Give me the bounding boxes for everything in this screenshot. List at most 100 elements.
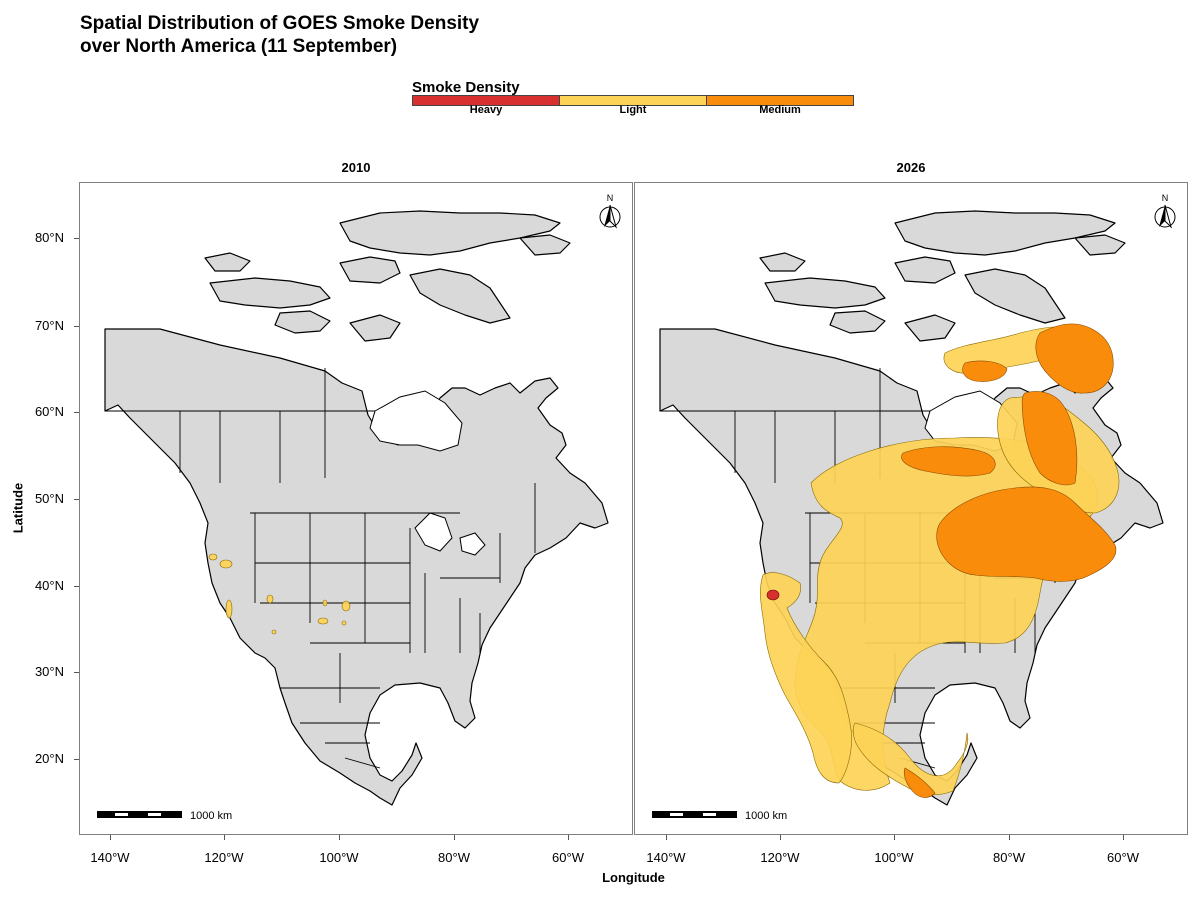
smoke-region-medium-east	[936, 486, 1117, 582]
arctic-island-shape	[519, 234, 571, 256]
arctic-island-shape	[759, 252, 806, 272]
legend-title: Smoke Density	[412, 79, 520, 96]
y-tick-mark	[74, 586, 79, 587]
smoke-region-medium-mexico	[903, 767, 936, 798]
x-tick-mark	[110, 835, 111, 840]
y-tick-label: 80°N	[34, 230, 64, 245]
x-tick-mark	[339, 835, 340, 840]
arctic-island-shape	[904, 314, 956, 342]
water-body	[369, 390, 463, 452]
scale-bar: 1000 km	[97, 810, 232, 822]
arctic-island-shape	[894, 256, 956, 284]
x-tick-mark	[568, 835, 569, 840]
y-tick-label: 20°N	[34, 751, 64, 766]
x-tick-mark	[780, 835, 781, 840]
y-tick-mark	[74, 412, 79, 413]
y-tick-mark	[74, 672, 79, 673]
scale-bar-label: 1000 km	[190, 810, 232, 822]
legend-label-heavy: Heavy	[469, 104, 503, 116]
smoke-patch	[317, 617, 329, 625]
x-tick-label: 60°W	[1107, 850, 1139, 865]
smoke-region-medium-labrador	[1035, 323, 1114, 394]
x-tick-label: 80°W	[993, 850, 1025, 865]
x-tick-mark	[224, 835, 225, 840]
y-tick-mark	[74, 238, 79, 239]
x-tick-label: 140°W	[646, 850, 686, 865]
arctic-island-shape	[274, 310, 331, 334]
arctic-island-shape	[204, 252, 251, 272]
north-arrow: N	[599, 193, 621, 229]
x-tick-mark	[894, 835, 895, 840]
smoke-region-medium-north	[962, 360, 1008, 382]
arctic-island-shape	[764, 277, 886, 309]
smoke-patch	[341, 620, 347, 626]
y-tick-label: 30°N	[34, 664, 64, 679]
facet-label-right: 2026	[896, 160, 926, 175]
title-line-1: Spatial Distribution of GOES Smoke Densi…	[80, 13, 480, 34]
x-tick-label: 140°W	[90, 850, 130, 865]
x-tick-label: 80°W	[438, 850, 470, 865]
y-tick-mark	[74, 326, 79, 327]
arctic-island-shape	[894, 210, 1116, 256]
smoke-region-light-mexico	[852, 722, 969, 796]
x-tick-label: 100°W	[874, 850, 914, 865]
chart-title: Spatial Distribution of GOES Smoke Densi…	[80, 12, 479, 58]
x-tick-label: 120°W	[204, 850, 244, 865]
north-arrow-label: N	[607, 193, 614, 203]
x-tick-label: 100°W	[319, 850, 359, 865]
map-left: N 1000 km	[97, 193, 621, 822]
north-america-land	[104, 210, 609, 806]
smoke-region-medium-quebec	[1021, 391, 1078, 486]
north-arrow: N	[1154, 193, 1176, 229]
water-body	[414, 512, 453, 552]
smoke-patch	[266, 594, 274, 604]
smoke-patch	[219, 559, 233, 569]
map-right: N 1000 km	[652, 193, 1176, 822]
map-panel-left: N 1000 km	[79, 182, 633, 835]
x-tick-label: 60°W	[552, 850, 584, 865]
arctic-island-shape	[339, 210, 561, 256]
smoke-patch-heavy	[766, 589, 780, 601]
arctic-island-shape	[209, 277, 331, 309]
smoke-region-light-west	[760, 572, 852, 784]
scale-bar-label: 1000 km	[745, 810, 787, 822]
title-line-2: over North America (11 September)	[80, 36, 398, 57]
smoke-patch	[225, 599, 233, 619]
x-tick-mark	[454, 835, 455, 840]
arctic-island-shape	[1074, 234, 1126, 256]
x-tick-mark	[666, 835, 667, 840]
y-tick-label: 50°N	[34, 491, 64, 506]
smoke-layer	[760, 323, 1120, 798]
arctic-island-shape	[829, 310, 886, 334]
x-tick-label: 120°W	[760, 850, 800, 865]
x-tick-mark	[1123, 835, 1124, 840]
mainland-shape	[104, 328, 609, 806]
map-panel-right: N 1000 km	[634, 182, 1188, 835]
smoke-patch	[208, 553, 218, 561]
y-tick-label: 60°N	[34, 404, 64, 419]
y-tick-label: 70°N	[34, 318, 64, 333]
smoke-patch	[271, 629, 277, 635]
y-tick-label: 40°N	[34, 578, 64, 593]
arctic-island-shape	[349, 314, 401, 342]
arctic-island-shape	[339, 256, 401, 284]
x-tick-mark	[1009, 835, 1010, 840]
y-axis-title: Latitude	[10, 482, 26, 534]
admin-boundary	[344, 757, 381, 769]
arctic-island-shape	[964, 268, 1066, 324]
x-axis-title: Longitude	[602, 870, 665, 885]
smoke-layer	[208, 553, 351, 635]
north-arrow-label: N	[1162, 193, 1169, 203]
smoke-patch	[322, 599, 328, 607]
facet-label-left: 2010	[341, 160, 371, 175]
legend-label-medium: Medium	[759, 104, 801, 116]
smoke-patch	[341, 600, 351, 612]
y-tick-mark	[74, 759, 79, 760]
legend	[412, 95, 854, 106]
scale-bar: 1000 km	[652, 810, 787, 822]
smoke-region-medium-hudson	[901, 446, 996, 477]
legend-label-light: Light	[619, 104, 647, 116]
legend-key-medium	[706, 95, 854, 106]
water-body	[459, 532, 486, 556]
y-tick-mark	[74, 499, 79, 500]
